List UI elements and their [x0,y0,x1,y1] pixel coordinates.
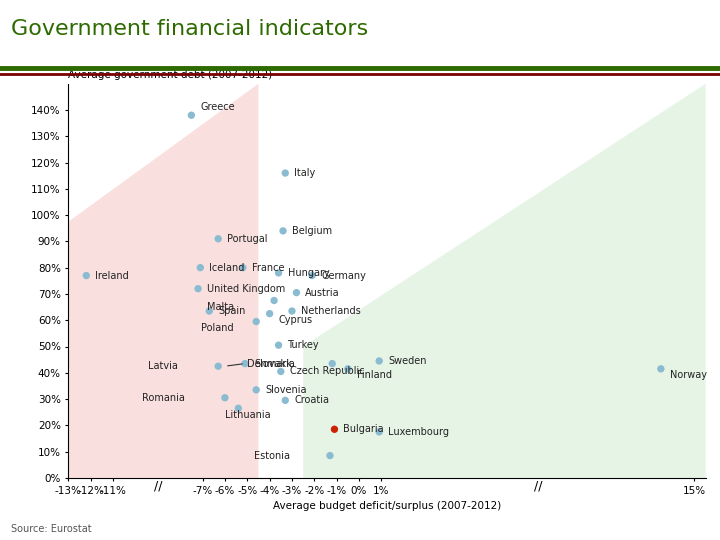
Point [212,362,224,370]
Point [329,425,341,434]
Point [273,341,284,349]
Point [81,271,92,280]
Text: Austria: Austria [305,288,340,298]
Point [219,394,230,402]
Point [324,451,336,460]
Text: Malta: Malta [207,302,234,312]
Point [279,396,291,404]
Point [251,317,262,326]
Point [194,264,206,272]
Point [204,307,215,315]
Text: Average government debt (2007-2012): Average government debt (2007-2012) [68,70,273,80]
Polygon shape [68,84,258,478]
Text: Germany: Germany [321,271,366,281]
Text: Poland: Poland [201,323,234,333]
Point [291,288,302,297]
Text: Cyprus: Cyprus [279,315,312,325]
Text: Spain: Spain [218,306,246,316]
Point [374,428,385,436]
Text: Italy: Italy [294,168,315,178]
Text: Slovenia: Slovenia [265,385,307,395]
Point [342,364,354,373]
Point [277,227,289,235]
Text: Estonia: Estonia [253,450,289,461]
Text: Czech Republic: Czech Republic [289,367,364,376]
Point [251,386,262,394]
Text: Turkey: Turkey [287,340,319,350]
Text: France: France [252,262,284,273]
Text: Croatia: Croatia [294,395,329,406]
Point [326,359,338,368]
Point [233,404,244,413]
Text: Ireland: Ireland [95,271,129,281]
Text: //: // [534,480,542,493]
Point [306,271,318,280]
Point [192,285,204,293]
Text: Finland: Finland [357,370,392,380]
Polygon shape [303,84,706,478]
Text: Lithuania: Lithuania [225,410,271,420]
Text: Source: Eurostat: Source: Eurostat [11,524,91,534]
X-axis label: Average budget deficit/surplus (2007-2012): Average budget deficit/surplus (2007-201… [273,501,501,511]
Text: United Kingdom: United Kingdom [207,284,285,294]
Text: Belgium: Belgium [292,226,332,236]
Point [186,111,197,119]
Text: Netherlands: Netherlands [301,306,361,316]
Text: Norway: Norway [670,370,707,380]
Point [374,356,385,365]
Point [269,296,280,305]
Text: Romania: Romania [142,393,184,403]
Point [264,309,275,318]
Point [275,367,287,376]
Text: Iceland: Iceland [210,262,245,273]
Text: Hungary: Hungary [287,268,329,278]
Text: Latvia: Latvia [148,361,178,371]
Point [279,168,291,177]
Point [273,268,284,277]
Point [239,359,251,368]
Point [212,234,224,243]
Text: Slovakia: Slovakia [254,359,295,369]
Text: Greece: Greece [200,103,235,112]
Text: Sweden: Sweden [388,356,427,366]
Text: Portugal: Portugal [227,234,268,244]
Text: Government financial indicators: Government financial indicators [11,19,368,39]
Text: Bulgaria: Bulgaria [343,424,384,434]
Point [287,307,298,315]
Text: Luxembourg: Luxembourg [388,427,449,437]
Text: //: // [153,480,162,493]
Point [237,264,248,272]
Point [655,364,667,373]
Text: Denmark: Denmark [247,359,292,369]
